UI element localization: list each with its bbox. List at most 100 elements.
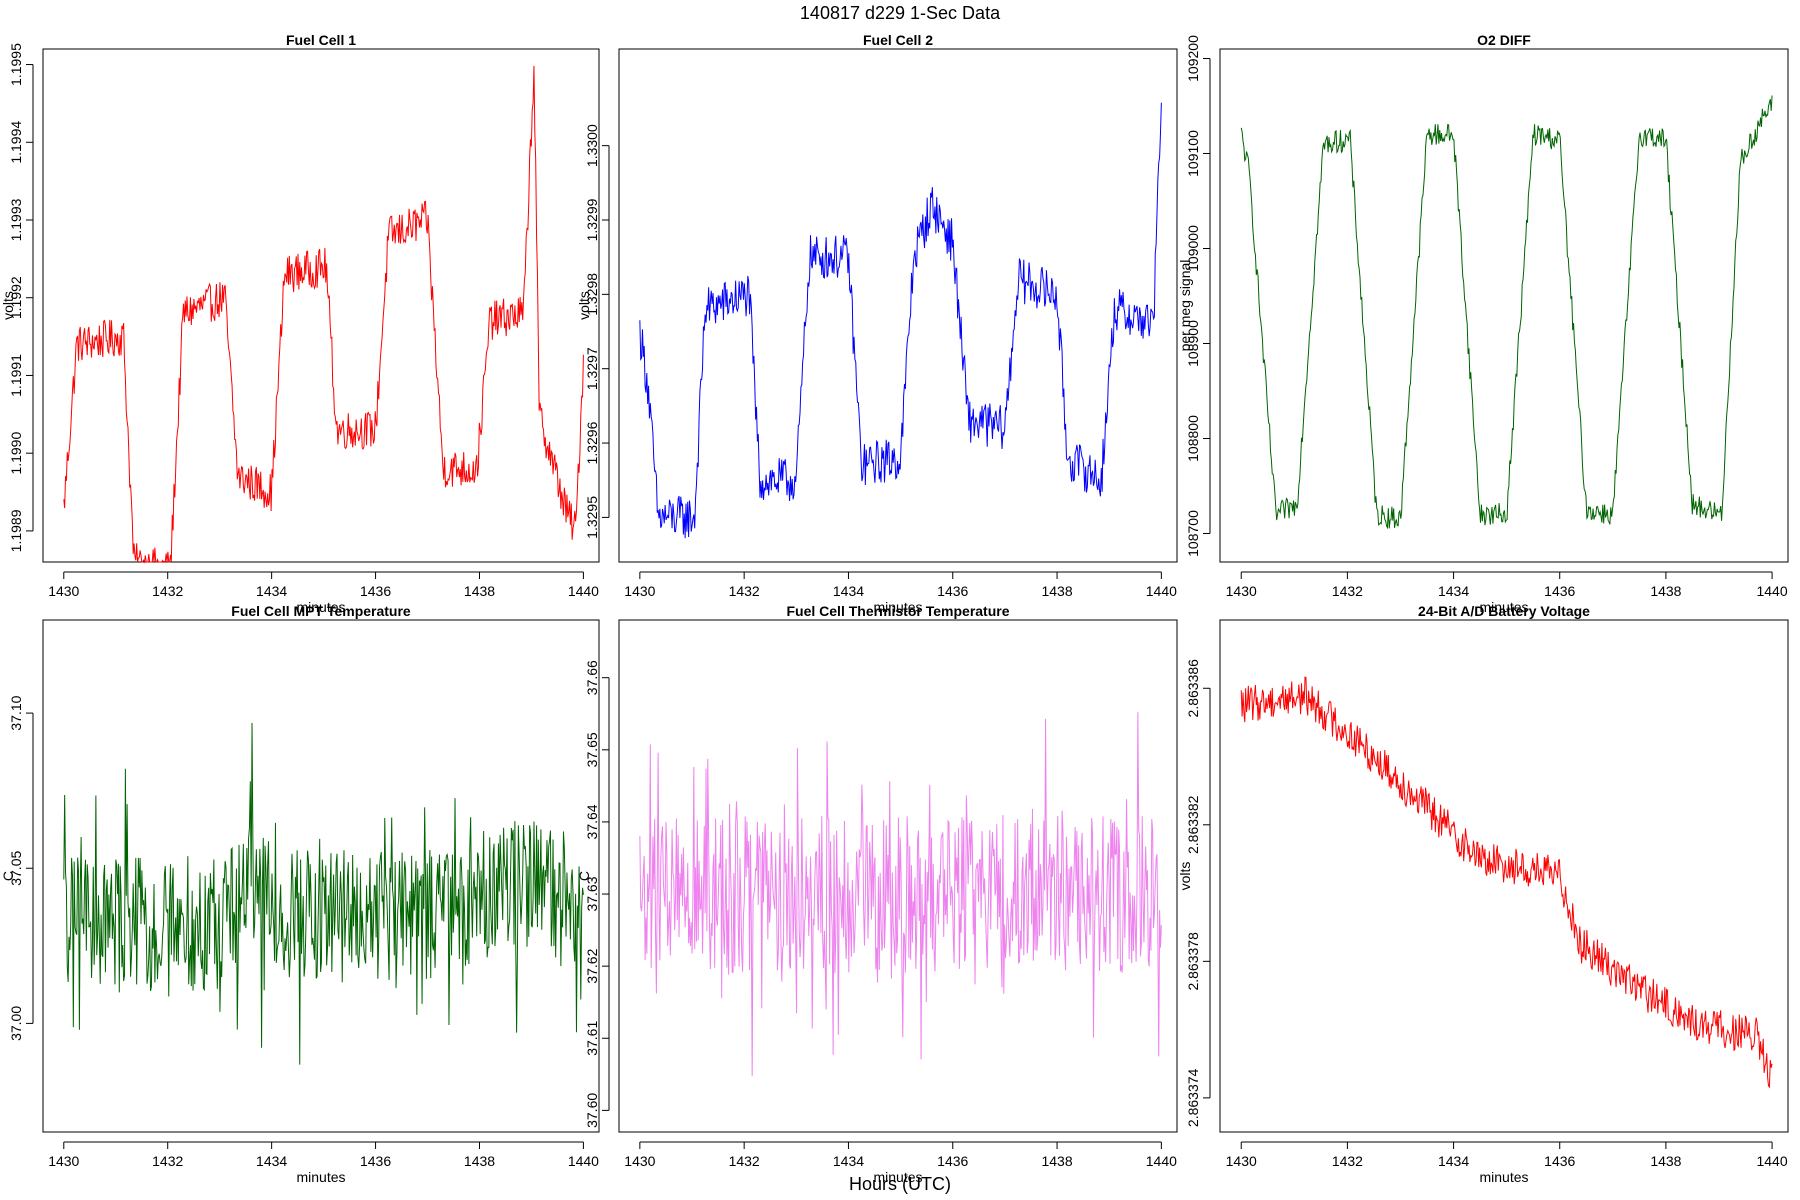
y-tick-label: 37.61 <box>584 1021 600 1056</box>
y-tick-label: 2.863382 <box>1185 795 1201 854</box>
x-tick-label: 1434 <box>256 1153 287 1169</box>
y-tick-label: 1.3299 <box>584 198 600 241</box>
x-tick-label: 1432 <box>1332 1153 1363 1169</box>
y-tick-label: 108900 <box>1185 320 1201 367</box>
chart-panel-5: Fuel Cell Thermistor Temperature 1430 1432… <box>576 603 1178 1185</box>
y-tick-label: 37.60 <box>584 1093 600 1128</box>
y-tick-label: 108700 <box>1185 510 1201 557</box>
y-tick-label: 1.1990 <box>8 432 24 475</box>
x-tick-label: 1432 <box>729 1153 760 1169</box>
y-tick-label: 109100 <box>1185 130 1201 177</box>
y-tick-label: 37.62 <box>584 948 600 983</box>
panel-title: Fuel Cell 1 <box>286 32 356 48</box>
x-tick-label: 1430 <box>624 583 655 599</box>
x-tick-label: 1436 <box>1544 583 1575 599</box>
y-axis-label: volts <box>1177 862 1193 891</box>
y-tick-label: 37.63 <box>584 876 600 911</box>
chart-panel-3: O2 DIFF 1430 1432 1434 1436 1438 1440 minutes 10… <box>1177 32 1789 615</box>
y-tick-label: 109200 <box>1185 35 1201 82</box>
x-tick-label: 1430 <box>624 1153 655 1169</box>
y-tick-label: 1.3296 <box>584 421 600 464</box>
x-tick-label: 1436 <box>1544 1153 1575 1169</box>
x-tick-label: 1432 <box>1332 583 1363 599</box>
figure-bottom-label: Hours (UTC) <box>849 1174 951 1194</box>
x-tick-label: 1438 <box>1041 1153 1072 1169</box>
plot-frame <box>618 619 1178 1133</box>
x-tick-label: 1430 <box>1226 1153 1257 1169</box>
plot-frame <box>618 48 1178 563</box>
panel-title: Fuel Cell Thermistor Temperature <box>786 603 1009 619</box>
y-tick-label: 1.3300 <box>584 124 600 167</box>
x-axis-label: minutes <box>1479 1169 1528 1185</box>
panel-title: Fuel Cell 2 <box>863 32 933 48</box>
y-tick-label: 1.1991 <box>8 354 24 397</box>
x-axis-label: minutes <box>1479 599 1528 615</box>
plot-frame <box>1219 619 1789 1133</box>
x-tick-label: 1434 <box>1438 1153 1469 1169</box>
x-tick-label: 1434 <box>1438 583 1469 599</box>
series-line <box>1240 95 1773 530</box>
plot-frame <box>42 48 600 563</box>
chart-panels: Fuel Cell 1 1430 1432 1434 1436 1438 1440 minut… <box>0 32 1789 1185</box>
x-tick-label: 1432 <box>729 583 760 599</box>
y-tick-label: 1.1994 <box>8 121 24 164</box>
plot-frame <box>42 619 600 1133</box>
series-line <box>639 712 1162 1077</box>
x-tick-label: 1440 <box>1146 1153 1177 1169</box>
series-line <box>63 65 584 564</box>
x-tick-label: 1436 <box>360 583 391 599</box>
y-tick-label: 1.3298 <box>584 273 600 316</box>
panel-title: Fuel Cell MPT Temperature <box>231 603 411 619</box>
panel-title: 24-Bit A/D Battery Voltage <box>1418 603 1590 619</box>
x-tick-label: 1430 <box>1226 583 1257 599</box>
series-line <box>639 102 1162 539</box>
y-tick-label: 37.65 <box>584 732 600 767</box>
figure-title: 140817 d229 1-Sec Data <box>800 3 1001 23</box>
x-tick-label: 1440 <box>568 583 599 599</box>
x-tick-label: 1434 <box>833 583 864 599</box>
series-line <box>63 723 584 1065</box>
x-axis-label: minutes <box>296 1169 345 1185</box>
y-axis-label: C <box>0 871 16 881</box>
x-tick-label: 1438 <box>464 583 495 599</box>
y-tick-label: 1.1995 <box>8 43 24 86</box>
x-tick-label: 1438 <box>1650 1153 1681 1169</box>
plot-frame <box>1219 48 1789 563</box>
y-tick-label: 37.66 <box>584 660 600 695</box>
x-tick-label: 1430 <box>48 583 79 599</box>
y-tick-label: 37.00 <box>8 1006 24 1041</box>
y-tick-label: 1.1989 <box>8 509 24 552</box>
x-tick-label: 1436 <box>937 1153 968 1169</box>
x-tick-label: 1432 <box>152 1153 183 1169</box>
x-axis-label: minutes <box>296 599 345 615</box>
x-tick-label: 1440 <box>1756 1153 1787 1169</box>
y-tick-label: 2.863386 <box>1185 659 1201 718</box>
x-tick-label: 1434 <box>256 583 287 599</box>
series-line <box>1240 676 1773 1089</box>
y-tick-label: 109000 <box>1185 225 1201 272</box>
chart-panel-2: Fuel Cell 2 1430 1432 1434 1436 1438 1440 minut… <box>576 32 1178 615</box>
y-tick-label: 37.64 <box>584 804 600 839</box>
x-tick-label: 1436 <box>360 1153 391 1169</box>
x-tick-label: 1434 <box>833 1153 864 1169</box>
x-tick-label: 1440 <box>568 1153 599 1169</box>
x-tick-label: 1438 <box>1041 583 1072 599</box>
y-tick-label: 1.3295 <box>584 496 600 539</box>
x-tick-label: 1440 <box>1756 583 1787 599</box>
y-tick-label: 108800 <box>1185 415 1201 462</box>
y-tick-label: 1.3297 <box>584 347 600 390</box>
x-tick-label: 1440 <box>1146 583 1177 599</box>
y-tick-label: 1.1992 <box>8 276 24 319</box>
x-tick-label: 1438 <box>1650 583 1681 599</box>
y-tick-label: 1.1993 <box>8 198 24 241</box>
y-tick-label: 2.863378 <box>1185 932 1201 991</box>
chart-panel-6: 24-Bit A/D Battery Voltage 1430 1432 1434 14… <box>1177 603 1789 1185</box>
chart-panel-1: Fuel Cell 1 1430 1432 1434 1436 1438 1440 minut… <box>0 32 600 615</box>
y-axis-label: volts <box>0 291 16 320</box>
y-tick-label: 37.10 <box>8 695 24 730</box>
y-tick-label: 37.05 <box>8 851 24 886</box>
x-axis-label: minutes <box>873 599 922 615</box>
x-axis-label: minutes <box>873 1169 922 1185</box>
x-tick-label: 1438 <box>464 1153 495 1169</box>
